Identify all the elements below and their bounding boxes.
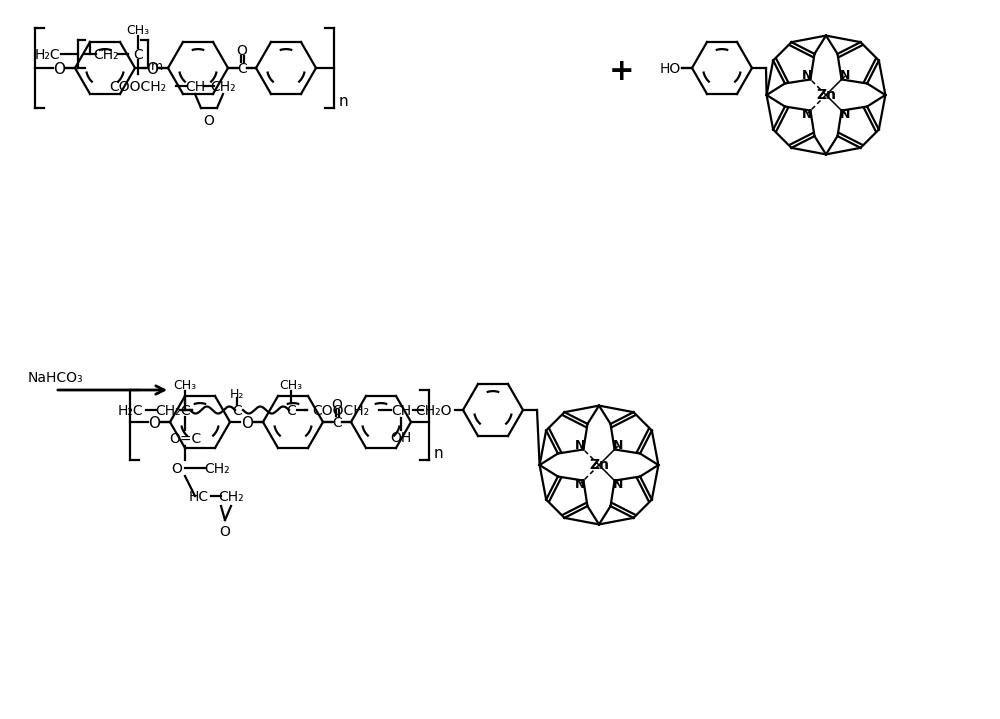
Text: COOCH₂: COOCH₂ xyxy=(312,404,370,418)
Text: CH: CH xyxy=(185,80,205,94)
Text: N: N xyxy=(802,108,812,121)
Text: H₂: H₂ xyxy=(230,388,244,400)
Text: HC: HC xyxy=(189,490,209,504)
Text: n: n xyxy=(339,94,349,109)
Text: CH₂: CH₂ xyxy=(204,462,230,476)
Text: O: O xyxy=(172,462,182,476)
Text: C: C xyxy=(237,62,247,76)
Text: CH: CH xyxy=(391,404,411,418)
Text: n: n xyxy=(434,446,444,460)
Text: C: C xyxy=(133,48,143,62)
Text: N: N xyxy=(840,108,850,121)
Text: CH₂: CH₂ xyxy=(155,404,181,418)
Text: N: N xyxy=(613,439,623,452)
Text: O: O xyxy=(220,525,230,539)
Text: O: O xyxy=(204,114,214,128)
Text: CH₃: CH₃ xyxy=(173,378,197,392)
Text: N: N xyxy=(840,69,850,82)
Text: O: O xyxy=(53,62,65,76)
Text: H₂C: H₂C xyxy=(117,404,143,418)
Text: N: N xyxy=(575,439,585,452)
Text: HO: HO xyxy=(660,62,681,76)
Text: CH₂: CH₂ xyxy=(218,490,244,504)
Text: O: O xyxy=(146,62,158,76)
Text: CH₃: CH₃ xyxy=(126,24,150,37)
Text: CH₂O: CH₂O xyxy=(415,404,451,418)
Text: OH: OH xyxy=(390,431,412,445)
Text: C: C xyxy=(286,404,296,418)
Text: Zn: Zn xyxy=(816,88,836,102)
Text: CH₃: CH₃ xyxy=(279,378,303,392)
Text: O: O xyxy=(241,416,253,431)
Text: +: + xyxy=(609,58,635,86)
Text: COOCH₂: COOCH₂ xyxy=(109,80,167,94)
Text: C: C xyxy=(332,416,342,430)
Text: O: O xyxy=(332,398,342,412)
Text: O=C: O=C xyxy=(169,432,201,446)
Text: O: O xyxy=(148,416,160,431)
Text: N: N xyxy=(802,69,812,82)
Text: C: C xyxy=(232,404,242,418)
Text: m: m xyxy=(151,60,163,73)
Text: CH₂: CH₂ xyxy=(210,80,236,94)
Text: Zn: Zn xyxy=(589,458,609,472)
Text: CH₂: CH₂ xyxy=(93,48,119,62)
Text: O: O xyxy=(237,44,247,58)
Text: N: N xyxy=(575,478,585,491)
Text: H₂C: H₂C xyxy=(34,48,60,62)
Text: C: C xyxy=(180,404,190,418)
Text: N: N xyxy=(613,478,623,491)
Text: NaHCO₃: NaHCO₃ xyxy=(28,371,84,385)
